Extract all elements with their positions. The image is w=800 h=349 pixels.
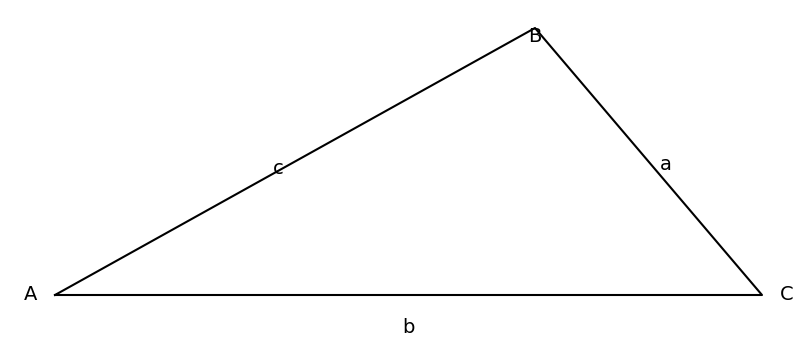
Text: a: a: [660, 156, 672, 174]
Text: b: b: [402, 318, 414, 337]
Text: C: C: [780, 285, 794, 304]
Text: c: c: [273, 159, 283, 178]
Text: A: A: [24, 285, 37, 304]
Text: B: B: [528, 27, 542, 46]
